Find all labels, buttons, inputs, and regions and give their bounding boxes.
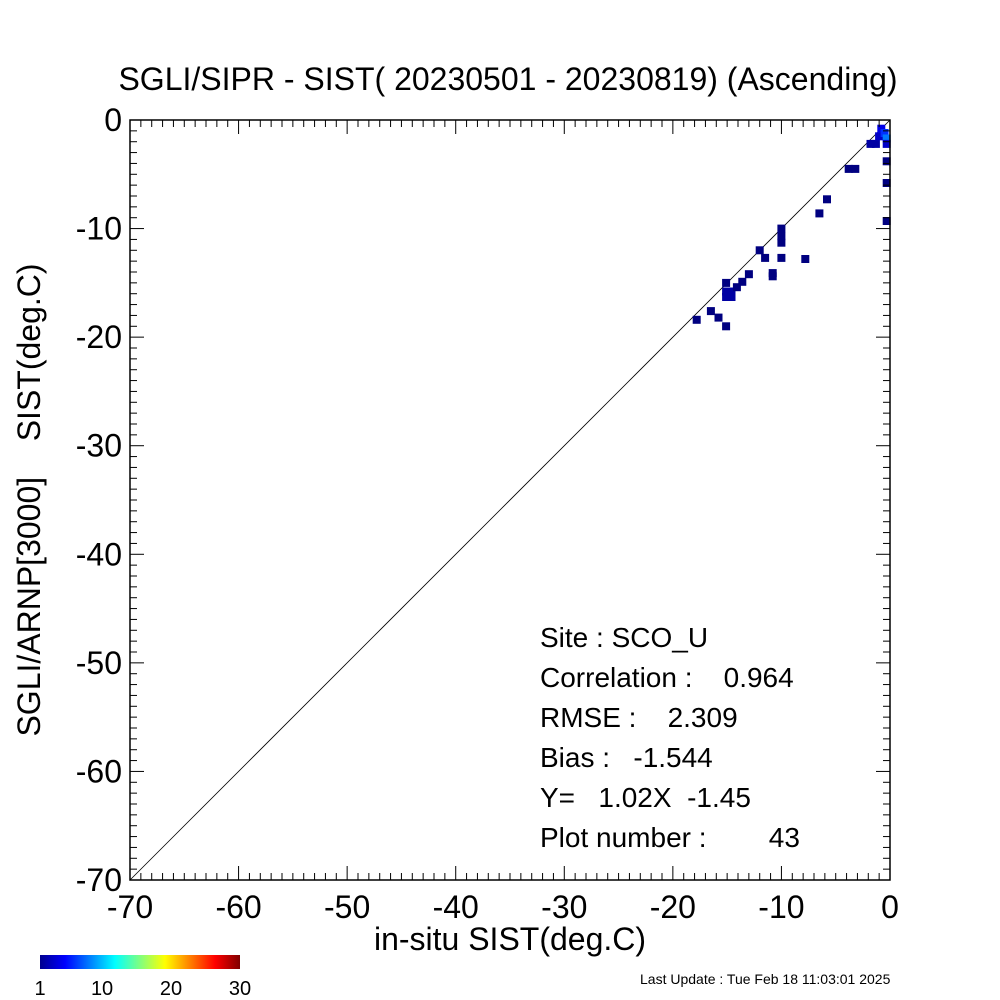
axis-ticks: -70 -60 -50 -40 -30 -20 -10 0 -70 -60 -50 -40 -30 -20… xyxy=(76,102,899,925)
stat-bias: Bias : -1.544 xyxy=(540,742,713,773)
x-axis-label: in-situ SIST(deg.C) xyxy=(374,921,646,957)
stat-rmse: RMSE : 2.309 xyxy=(540,702,738,733)
data-point-8 xyxy=(727,293,736,301)
x-tick-label: -20 xyxy=(650,889,696,925)
colorbar-tick-label: 20 xyxy=(160,978,182,1000)
colorbar: 1 10 20 30 xyxy=(34,955,251,1000)
y-tick-label: -10 xyxy=(76,211,122,247)
y-tick-label: -30 xyxy=(76,428,122,464)
data-point-11 xyxy=(744,270,753,279)
x-tick-label: -50 xyxy=(324,889,370,925)
data-point-32 xyxy=(882,157,891,166)
data-point-20 xyxy=(801,255,810,263)
y-tick-label: 0 xyxy=(104,102,122,138)
x-tick-label: 0 xyxy=(881,889,899,925)
data-point-19 xyxy=(777,253,786,262)
data-point-2 xyxy=(714,313,723,322)
stat-site: Site : SCO_U xyxy=(540,622,709,653)
data-point-10 xyxy=(738,277,747,286)
stat-correlation: Correlation : 0.964 xyxy=(540,662,794,693)
data-point-24 xyxy=(851,164,860,173)
x-tick-label: -10 xyxy=(758,889,804,925)
y-tick-label: -70 xyxy=(76,862,122,898)
data-point-1 xyxy=(706,307,715,316)
data-point-5 xyxy=(722,287,731,296)
x-tick-label: -30 xyxy=(541,889,587,925)
data-point-7 xyxy=(727,287,736,296)
data-point-12 xyxy=(755,246,764,255)
data-point-3 xyxy=(722,322,731,331)
colorbar-tick-label: 1 xyxy=(34,978,45,1000)
y-tick-label: -50 xyxy=(76,645,122,681)
data-point-4 xyxy=(722,278,731,287)
data-point-16 xyxy=(777,224,786,233)
data-point-33 xyxy=(882,179,891,187)
colorbar-ticks: 1 10 20 30 xyxy=(34,978,251,1000)
colorbar-tick-label: 10 xyxy=(91,978,113,1000)
data-point-17 xyxy=(777,232,786,241)
x-tick-label: -40 xyxy=(433,889,479,925)
y-tick-label: -60 xyxy=(76,753,122,789)
colorbar-gradient xyxy=(40,955,240,969)
stat-regression: Y= 1.02X -1.45 xyxy=(540,782,751,813)
data-point-30 xyxy=(882,134,891,143)
data-point-29 xyxy=(880,129,889,137)
y-tick-label: -20 xyxy=(76,319,122,355)
chart-title: SGLI/SIPR - SIST( 20230501 - 20230819) (… xyxy=(118,61,897,97)
x-tick-label: -60 xyxy=(215,889,261,925)
data-point-22 xyxy=(823,195,831,204)
data-point-31 xyxy=(882,139,891,148)
y-axis-label: SGLI/ARNP[3000] SIST(deg.C) xyxy=(11,263,47,736)
last-update-text: Last Update : Tue Feb 18 11:03:01 2025 xyxy=(640,971,891,987)
stat-plot-number: Plot number : 43 xyxy=(540,822,800,853)
data-point-28 xyxy=(877,124,886,133)
data-point-6 xyxy=(722,293,731,301)
density-points xyxy=(692,124,891,331)
data-point-9 xyxy=(732,283,741,292)
x-tick-label: -70 xyxy=(107,889,153,925)
data-point-21 xyxy=(815,209,824,218)
data-point-13 xyxy=(761,253,770,262)
data-point-18 xyxy=(777,238,786,247)
y-tick-label: -40 xyxy=(76,536,122,572)
data-point-23 xyxy=(844,164,853,173)
plot-area: -70 -60 -50 -40 -30 -20 -10 0 -70 -60 -50 -40 -30 -20… xyxy=(76,102,899,925)
colorbar-tick-label: 30 xyxy=(229,978,251,1000)
data-point-27 xyxy=(875,132,884,141)
data-point-34 xyxy=(882,217,891,225)
one-to-one-line xyxy=(129,119,891,881)
data-point-15 xyxy=(768,272,777,281)
data-point-0 xyxy=(692,315,701,324)
data-point-25 xyxy=(866,139,875,148)
data-point-26 xyxy=(871,139,880,148)
